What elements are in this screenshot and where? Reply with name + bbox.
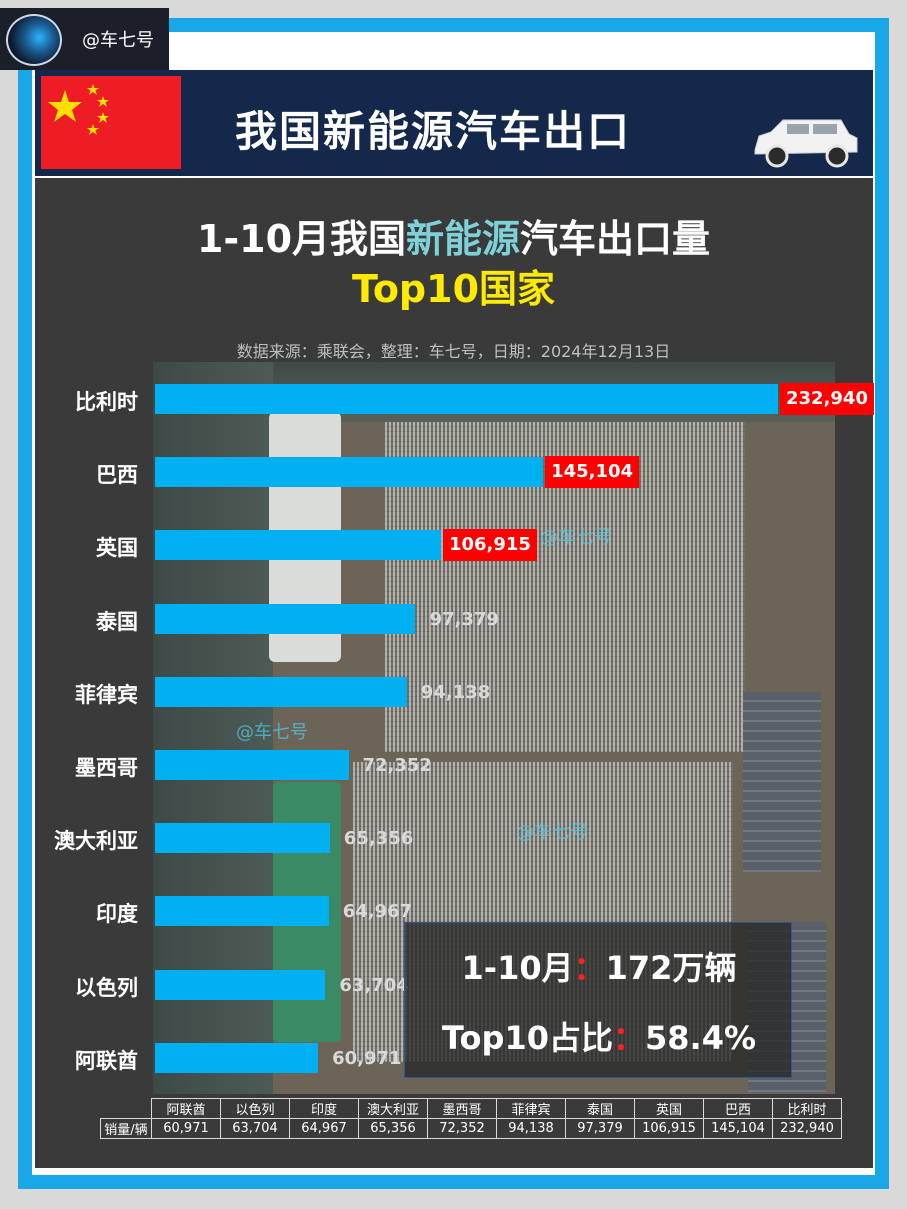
summary-box: 1-10月：172万辆 Top10占比：58.4% — [404, 922, 792, 1078]
category-label: 巴西 — [96, 463, 138, 488]
value-label: 72,352 — [362, 755, 432, 776]
summary-total-colon: ： — [573, 949, 606, 987]
table-cell: 60,971 — [151, 1118, 221, 1139]
bar — [155, 750, 349, 780]
bar — [155, 676, 407, 707]
table-column-header: 比利时 — [772, 1098, 842, 1119]
category-label: 菲律宾 — [75, 682, 138, 707]
header-banner: 我国新能源汽车出口 — [35, 70, 873, 176]
parking-lot — [385, 652, 745, 752]
chart-title-part2: 汽车出口量 — [520, 217, 711, 261]
suv-car-icon — [749, 114, 861, 174]
table-cell: 94,138 — [496, 1118, 566, 1139]
table-cell: 63,704 — [220, 1118, 290, 1139]
avatar — [6, 14, 62, 66]
chart-title-part1: 1-10月我国 — [196, 217, 407, 261]
table-column-header: 巴西 — [703, 1098, 773, 1119]
category-label: 以色列 — [75, 975, 138, 1000]
table-cell: 97,379 — [565, 1118, 635, 1139]
watermark: @车七号 — [236, 722, 308, 743]
watermark: @车七号 — [540, 527, 612, 548]
bar — [155, 603, 416, 634]
data-source: 数据来源：乘联会，整理：车七号，日期：2024年12月13日 — [236, 342, 671, 361]
table-cell: 64,967 — [289, 1118, 359, 1139]
table-cell: 145,104 — [703, 1118, 773, 1139]
bar — [155, 823, 330, 854]
table-column-header: 印度 — [289, 1098, 359, 1119]
bar — [155, 896, 329, 927]
table-cell: 232,940 — [772, 1118, 842, 1139]
summary-total-value: 172万辆 — [605, 949, 737, 987]
value-label: 65,356 — [343, 828, 414, 850]
summary-share-value: 58.4% — [645, 1019, 757, 1057]
chart-subtitle: Top10国家 — [351, 267, 556, 311]
table-column-header: 阿联酋 — [151, 1098, 221, 1119]
table-column-header: 英国 — [634, 1098, 704, 1119]
chart-title: 1-10月我国新能源汽车出口量 — [0, 208, 907, 263]
table-value-row: 销量/辆 60,971 63,704 64,967 65,356 72,352 94,13… — [100, 1118, 842, 1139]
bar — [155, 969, 326, 1000]
summary-share: Top10占比：58.4% — [405, 1013, 793, 1059]
category-label: 英国 — [96, 536, 138, 561]
bar — [155, 530, 441, 561]
value-label: 63,704 — [339, 974, 409, 996]
table-column-header: 以色列 — [220, 1098, 290, 1119]
table-column-header: 墨西哥 — [427, 1098, 497, 1119]
value-label: 145,104 — [545, 456, 640, 489]
value-label: 60,971 — [332, 1047, 402, 1069]
category-label: 印度 — [96, 902, 138, 927]
summary-total: 1-10月：172万辆 — [405, 943, 793, 989]
table-header-row: 阿联酋 以色列 印度 澳大利亚 墨西哥 菲律宾 泰国 英国 巴西 比利时 — [101, 1098, 842, 1119]
value-label: 64,967 — [342, 901, 413, 923]
summary-share-colon: ： — [612, 1019, 645, 1057]
table-cell: 72,352 — [427, 1118, 497, 1139]
watermark: @车七号 — [516, 822, 588, 843]
bar — [155, 457, 544, 488]
chart-title-highlight: 新能源 — [406, 217, 521, 261]
value-label: 97,379 — [429, 608, 499, 630]
warehouse — [743, 692, 821, 872]
value-label: 106,915 — [442, 529, 537, 562]
value-label: 94,138 — [420, 681, 491, 703]
summary-share-label: Top10占比 — [441, 1019, 613, 1057]
category-label: 阿联酋 — [75, 1048, 138, 1073]
data-table: 阿联酋 以色列 印度 澳大利亚 墨西哥 菲律宾 泰国 英国 巴西 比利时 销量/辆 60,971 6… — [100, 1098, 842, 1139]
bar — [155, 1042, 319, 1073]
category-label: 墨西哥 — [75, 756, 138, 780]
category-label: 比利时 — [75, 390, 138, 414]
summary-total-label: 1-10月 — [461, 949, 574, 987]
category-label: 澳大利亚 — [54, 829, 138, 854]
table-column-header: 菲律宾 — [496, 1098, 566, 1119]
china-flag-icon — [41, 76, 181, 169]
table-column-header: 澳大利亚 — [358, 1098, 428, 1119]
author-handle: @车七号 — [82, 30, 154, 51]
table-cell: 106,915 — [634, 1118, 704, 1139]
table-cell: 65,356 — [358, 1118, 428, 1139]
table-column-header: 泰国 — [565, 1098, 635, 1119]
header-title: 我国新能源汽车出口 — [235, 107, 632, 156]
value-label: 232,940 — [780, 383, 874, 415]
table-corner — [101, 1099, 152, 1119]
category-label: 泰国 — [96, 609, 138, 634]
table-row-header: 销量/辆 — [100, 1118, 152, 1139]
author-badge: @车七号 — [0, 8, 169, 70]
bar — [155, 384, 778, 414]
